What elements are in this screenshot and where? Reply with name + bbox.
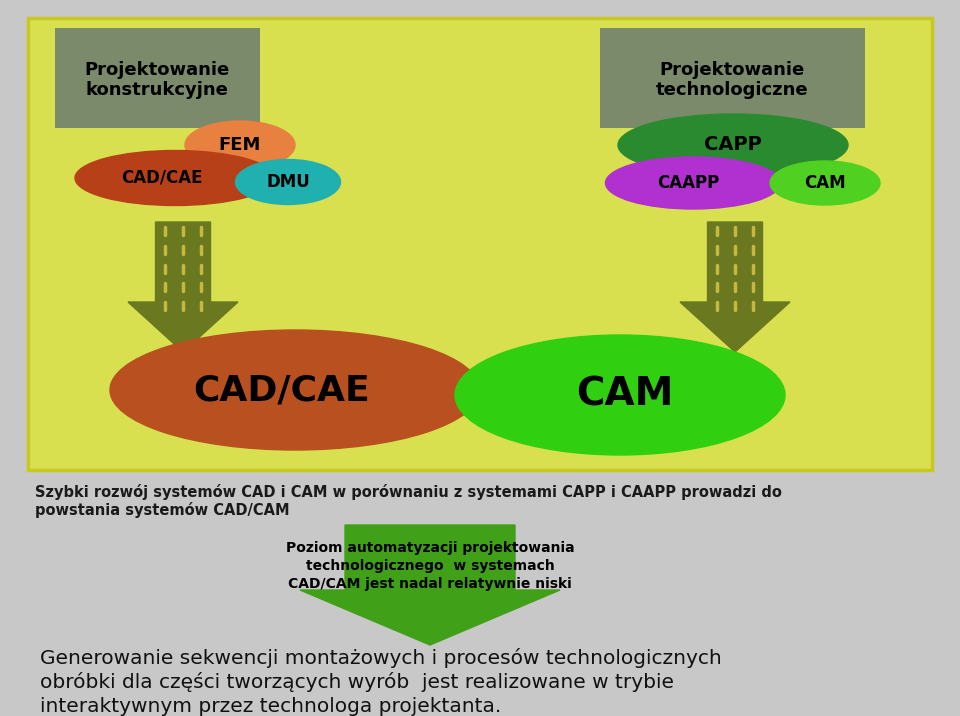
Text: DMU: DMU bbox=[266, 173, 310, 191]
Ellipse shape bbox=[606, 157, 780, 209]
Text: CAAPP: CAAPP bbox=[657, 174, 719, 192]
Ellipse shape bbox=[75, 150, 275, 205]
FancyArrow shape bbox=[128, 222, 238, 352]
Text: obróbki dla części tworzących wyrób  jest realizowane w trybie: obróbki dla części tworzących wyrób jest… bbox=[40, 672, 674, 692]
Text: CAPP: CAPP bbox=[704, 135, 762, 155]
FancyBboxPatch shape bbox=[600, 28, 865, 128]
Text: Szybki rozwój systemów CAD i CAM w porównaniu z systemami CAPP i CAAPP prowadzi : Szybki rozwój systemów CAD i CAM w porów… bbox=[35, 484, 781, 500]
Text: CAD/CAM jest nadal relatywnie niski: CAD/CAM jest nadal relatywnie niski bbox=[288, 577, 572, 591]
Ellipse shape bbox=[618, 114, 848, 176]
Text: CAD/CAE: CAD/CAE bbox=[194, 373, 371, 407]
Text: interaktywnym przez technologa projektanta.: interaktywnym przez technologa projektan… bbox=[40, 697, 501, 715]
Ellipse shape bbox=[455, 335, 785, 455]
Ellipse shape bbox=[185, 121, 295, 169]
Ellipse shape bbox=[770, 161, 880, 205]
Text: powstania systemów CAD/CAM: powstania systemów CAD/CAM bbox=[35, 502, 290, 518]
Text: Projektowanie
konstrukcyjne: Projektowanie konstrukcyjne bbox=[84, 61, 229, 100]
Text: CAD/CAE: CAD/CAE bbox=[121, 169, 203, 187]
Text: Generowanie sekwencji montażowych i procesów technologicznych: Generowanie sekwencji montażowych i proc… bbox=[40, 648, 722, 668]
Text: CAM: CAM bbox=[576, 376, 674, 414]
Text: CAM: CAM bbox=[804, 174, 846, 192]
Ellipse shape bbox=[110, 330, 480, 450]
FancyArrow shape bbox=[300, 525, 560, 645]
Text: Poziom automatyzacji projektowania: Poziom automatyzacji projektowania bbox=[286, 541, 574, 555]
FancyBboxPatch shape bbox=[55, 28, 260, 128]
Text: FEM: FEM bbox=[219, 136, 261, 154]
FancyArrow shape bbox=[680, 222, 790, 352]
Text: technologicznego  w systemach: technologicznego w systemach bbox=[305, 559, 554, 573]
Text: Projektowanie
technologiczne: Projektowanie technologiczne bbox=[656, 61, 808, 100]
Ellipse shape bbox=[235, 160, 341, 205]
FancyBboxPatch shape bbox=[28, 18, 932, 470]
